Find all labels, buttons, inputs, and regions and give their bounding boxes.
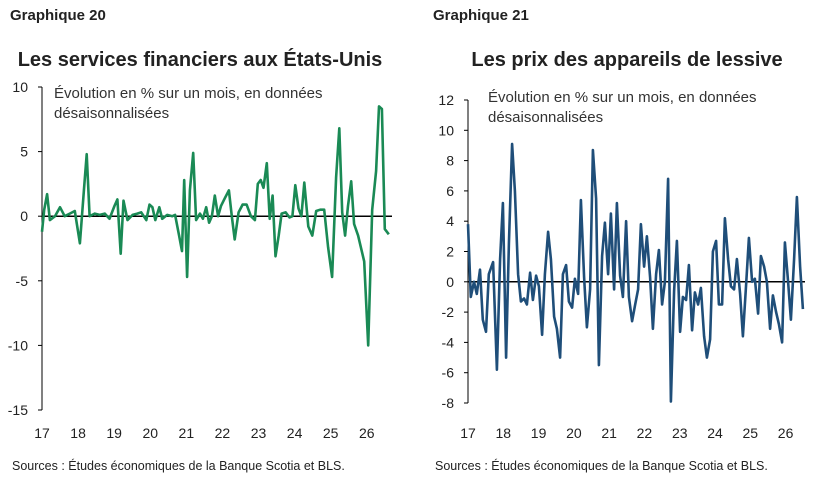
y-tick-label: 0	[446, 274, 454, 290]
x-tick-label: 25	[323, 425, 339, 441]
subtitle: Évolution en % sur un mois, en données d…	[488, 89, 757, 126]
y-tick-label: -15	[8, 402, 28, 418]
y-tick-label: 10	[12, 79, 28, 95]
x-tick-label: 23	[672, 425, 688, 441]
y-tick-label: -10	[8, 337, 28, 353]
y-tick-label: 4	[446, 213, 454, 229]
x-tick-label: 18	[495, 425, 511, 441]
data-line	[466, 142, 805, 403]
x-tick-label: 20	[566, 425, 582, 441]
source: Sources : Études économiques de la Banqu…	[435, 458, 768, 473]
x-tick-label: 17	[34, 425, 50, 441]
y-tick-label: 8	[446, 153, 454, 169]
x-tick-label: 20	[142, 425, 158, 441]
chart-label: Graphique 21	[433, 7, 529, 24]
x-tick-label: 23	[251, 425, 267, 441]
x-tick-label: 22	[215, 425, 231, 441]
x-tick-label: 26	[778, 425, 794, 441]
y-tick-label: 2	[446, 244, 454, 260]
y-tick-label: -4	[442, 334, 455, 350]
x-tick-label: 19	[106, 425, 122, 441]
y-tick-label: 6	[446, 183, 454, 199]
x-tick-label: 26	[359, 425, 375, 441]
x-tick-label: 21	[179, 425, 195, 441]
y-tick-label: -2	[442, 304, 455, 320]
y-tick-label: 0	[20, 208, 28, 224]
x-tick-label: 25	[743, 425, 759, 441]
chart-title: Les prix des appareils de lessive	[471, 49, 782, 71]
y-tick-label: 12	[438, 92, 454, 108]
chart-title: Les services financiers aux États-Unis	[18, 48, 383, 71]
x-tick-label: 24	[287, 425, 303, 441]
x-tick-label: 24	[707, 425, 723, 441]
source: Sources : Études économiques de la Banqu…	[12, 458, 345, 473]
subtitle: Évolution en % sur un mois, en données d…	[54, 85, 323, 122]
y-tick-label: -8	[442, 395, 455, 411]
x-tick-label: 18	[70, 425, 86, 441]
x-tick-label: 22	[637, 425, 653, 441]
y-tick-label: -5	[16, 273, 29, 289]
y-tick-label: 5	[20, 144, 28, 160]
x-tick-label: 19	[531, 425, 547, 441]
y-tick-label: 10	[438, 122, 454, 138]
chart-label: Graphique 20	[10, 7, 106, 24]
x-tick-label: 17	[460, 425, 476, 441]
x-tick-label: 21	[601, 425, 617, 441]
data-line	[40, 105, 390, 347]
y-tick-label: -6	[442, 365, 455, 381]
